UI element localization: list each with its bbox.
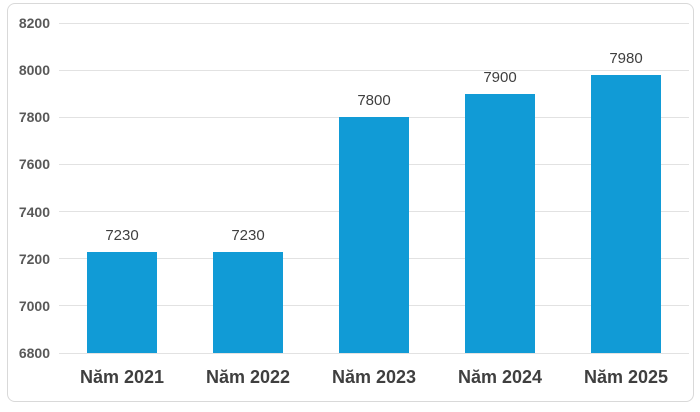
- y-axis-tick-label: 7400: [18, 203, 50, 220]
- x-axis-category-label: Năm 2024: [457, 367, 543, 387]
- bar-value-label: 7230: [231, 226, 265, 244]
- bar: [213, 251, 283, 353]
- x-axis-category-label: Năm 2025: [583, 367, 669, 387]
- bar-value-label: 7980: [609, 49, 643, 67]
- bar: [87, 251, 157, 353]
- y-axis-tick-label: 6800: [18, 345, 50, 361]
- y-axis-tick-label: 8200: [18, 15, 50, 31]
- bar-value-label: 7900: [483, 68, 517, 86]
- gridline: [59, 22, 689, 24]
- bar-value-label: 7800: [357, 92, 391, 110]
- y-axis-tick-label: 7200: [18, 250, 50, 267]
- x-axis-category-label: Năm 2023: [331, 367, 417, 387]
- x-axis-category-label: Năm 2021: [79, 367, 165, 387]
- bar: [339, 117, 409, 353]
- gridline: [59, 69, 689, 71]
- bar-value-label: 7230: [105, 226, 139, 244]
- y-axis-tick-label: 7600: [18, 156, 50, 173]
- bar: [465, 93, 535, 353]
- y-axis-tick-label: 7000: [18, 297, 50, 314]
- plot-area: 8200 8000 7800 7600 7400 7200 7000 6800 7230 Năm …: [8, 4, 693, 401]
- bar-chart-panel: 8200 8000 7800 7600 7400 7200 7000 6800 7230 Năm …: [7, 3, 694, 402]
- x-axis-category-label: Năm 2022: [205, 367, 291, 387]
- gridline: [59, 352, 689, 354]
- y-axis-tick-label: 8000: [18, 62, 50, 79]
- y-axis-tick-label: 7800: [18, 109, 50, 126]
- bar: [591, 74, 661, 353]
